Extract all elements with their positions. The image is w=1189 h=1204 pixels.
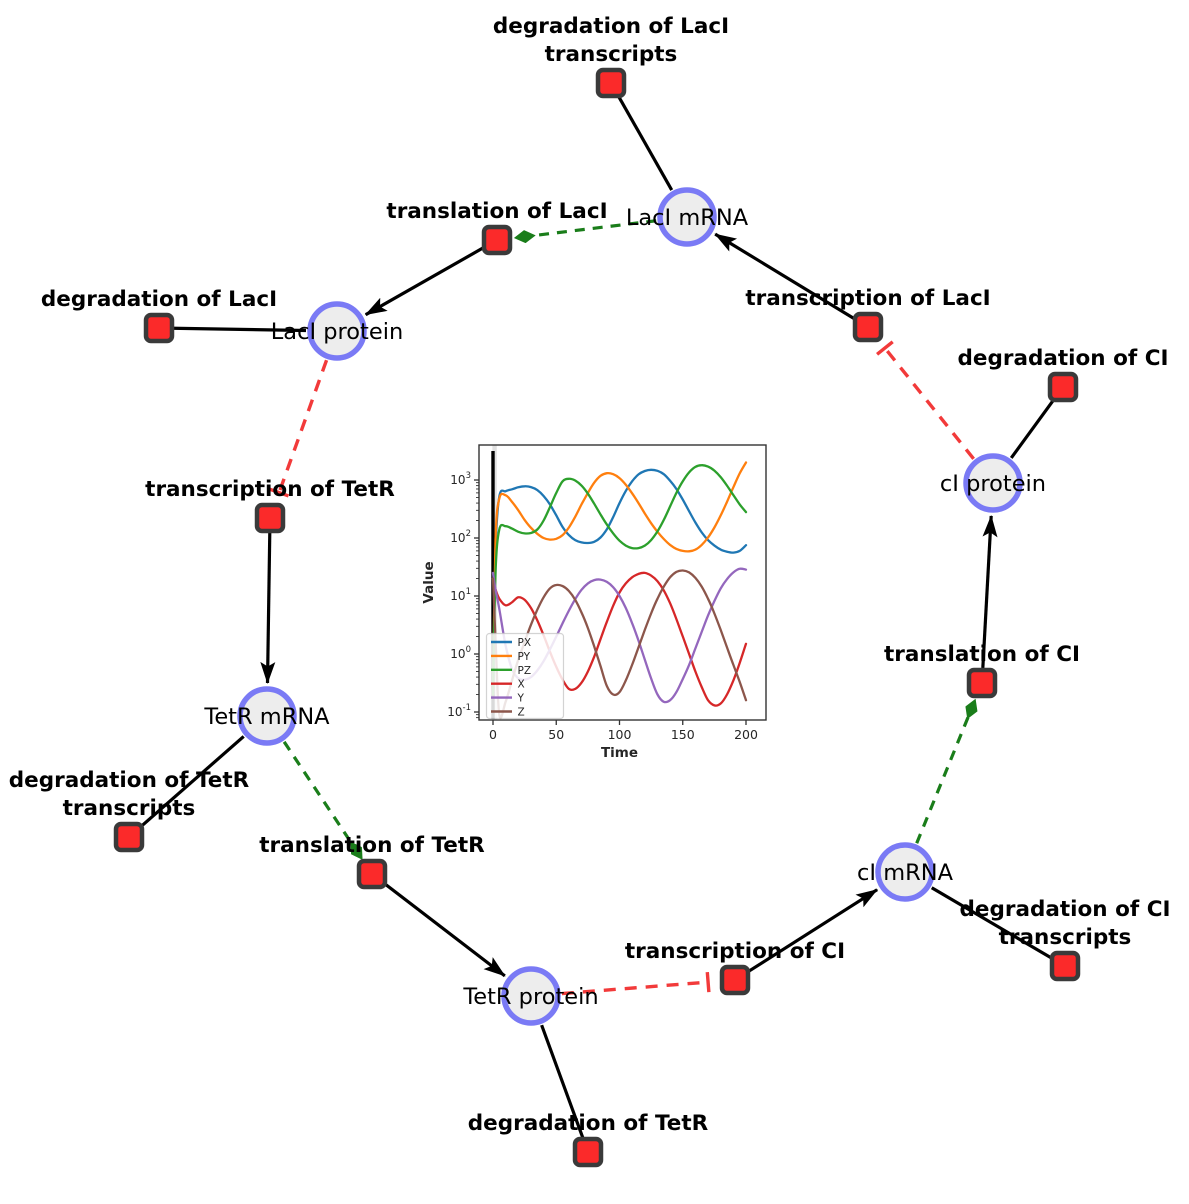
species-node-laci-mrna [657,187,717,247]
edge-inhibition-laci-protein-transcription-tetr [277,359,329,494]
species-node-tetr-mrna [237,686,297,746]
y-tick-label: 101 [450,587,471,603]
x-tick-label: 150 [671,727,695,742]
species-label-ci-mrna: cI mRNA [857,860,954,886]
reaction-node-deg-ci [1047,371,1079,403]
edge-production-transcription-ci-ci-mrna [746,888,879,974]
reaction-node-deg-ci-transcripts [1049,950,1081,982]
edge-consumption-ci-protein-deg-ci [1009,397,1057,459]
reaction-label-deg-tetr-transcripts-line1: degradation of TetR [9,768,250,793]
series-line-X [491,571,748,707]
reaction-label-deg-tetr: degradation of TetR [468,1111,709,1136]
reaction-label-deg-ci-transcripts-line1: degradation of CI [960,897,1171,922]
reaction-label-transcription-ci: transcription of CI [625,939,845,964]
chart-legend: PX PY PZ XYZ [485,632,565,720]
reaction-node-translation-ci [966,667,998,699]
reaction-label-transcription-laci: transcription of LacI [745,286,990,311]
x-tick-label: 200 [734,727,758,742]
legend-label-PX: PX [518,637,532,649]
x-tick-label: 100 [608,727,632,742]
edge-production-transcription-laci-laci-mrna [714,232,857,321]
x-tick-label: 50 [548,727,564,742]
species-label-tetr-mrna: TetR mRNA [203,704,330,730]
reaction-node-deg-laci [143,312,175,344]
series-line-PX [491,468,748,696]
labels-layer: LacI mRNA LacI protein cI protein TetR mRNA… [9,14,1171,1136]
legend-label-PY: PY [518,651,531,663]
reaction-label-translation-tetr: translation of TetR [259,833,485,858]
species-node-ci-mrna [875,842,935,902]
x-axis-label: Time [601,745,638,761]
edge-catalysis-tetr-mrna-translation-tetr [282,740,363,860]
reaction-label-deg-ci-transcripts-line2: transcripts [999,925,1132,950]
y-tick-label: 103 [450,471,471,487]
legend-label-Y: Y [517,693,525,705]
reaction-node-deg-tetr [572,1136,604,1168]
reaction-label-translation-ci: translation of CI [884,642,1080,667]
reaction-label-deg-ci: degradation of CI [958,346,1169,371]
series-line-PY [491,461,748,696]
edge-production-transcription-tetr-tetr-mrna [260,532,276,685]
species-node-laci-protein [307,301,367,361]
y-tick-label: 10-1 [447,703,471,719]
species-label-laci-mrna: LacI mRNA [626,205,749,231]
edge-production-translation-tetr-tetr-protein [382,881,506,978]
edge-consumption-laci-protein-deg-laci [172,326,307,333]
edge-inhibition-laci-protein-transcription-tetr-tbar-icon [269,487,290,498]
legend-label-Z: Z [518,707,525,719]
x-tick-label: 0 [489,727,497,742]
edge-consumption-ci-mrna-deg-ci-transcripts [930,886,1054,961]
species-label-laci-protein: LacI protein [271,319,403,345]
reaction-node-transcription-tetr [254,502,286,534]
reaction-node-deg-laci-transcripts [595,67,627,99]
edge-inhibition-ci-protein-transcription-laci-tbar-icon [876,340,894,356]
reaction-node-transcription-ci [719,964,751,996]
reaction-node-translation-laci [481,224,513,256]
reaction-node-translation-tetr [356,858,388,890]
reaction-label-deg-tetr-transcripts-line2: transcripts [63,796,196,821]
reaction-label-deg-laci-transcripts-line1: degradation of LacI [493,14,729,39]
edge-inhibition-tetr-protein-transcription-ci [561,980,709,996]
series-line-PZ [491,464,748,696]
reaction-label-deg-laci: degradation of LacI [41,287,277,312]
y-tick-label: 100 [450,645,471,661]
plot-frame [478,444,767,721]
inset-chart: 0 50 100 150 20010-1100101102103TimeValuePXP… [421,444,767,761]
edge-catalysis-ci-mrna-translation-ci [915,698,978,844]
legend-label-X: X [518,679,525,691]
edge-inhibition-ci-protein-transcription-laci [883,347,975,460]
species-label-ci-protein: cI protein [940,471,1046,497]
species-label-tetr-protein: TetR protein [462,984,598,1010]
reaction-node-deg-tetr-transcripts [113,821,145,853]
reaction-label-deg-laci-transcripts-line2: transcripts [545,42,678,67]
y-tick-label: 102 [450,529,471,545]
y-axis-label: Value [421,561,437,603]
legend-label-PZ: PZ [518,665,532,677]
edge-consumption-tetr-mrna-deg-tetr-transcripts [138,735,245,829]
edge-inhibition-tetr-protein-transcription-ci-tbar-icon [705,972,711,993]
nodes-layer [113,67,1081,1168]
edge-consumption-laci-mrna-deg-laci-transcripts [616,94,674,191]
edge-production-translation-laci-laci-protein [364,246,485,317]
edge-catalysis-laci-mrna-translation-laci [513,219,657,244]
reaction-node-transcription-laci [852,311,884,343]
edges-layer [138,94,1057,1140]
chart-curves [491,461,748,720]
edge-consumption-tetr-protein-deg-tetr [540,1024,585,1140]
edge-production-translation-ci-ci-protein [981,514,998,669]
species-node-ci-protein [963,453,1023,513]
reaction-label-translation-laci: translation of LacI [386,199,607,224]
series-line-Z [491,569,748,720]
reaction-label-transcription-tetr: transcription of TetR [145,477,395,502]
species-node-tetr-protein [501,966,561,1026]
